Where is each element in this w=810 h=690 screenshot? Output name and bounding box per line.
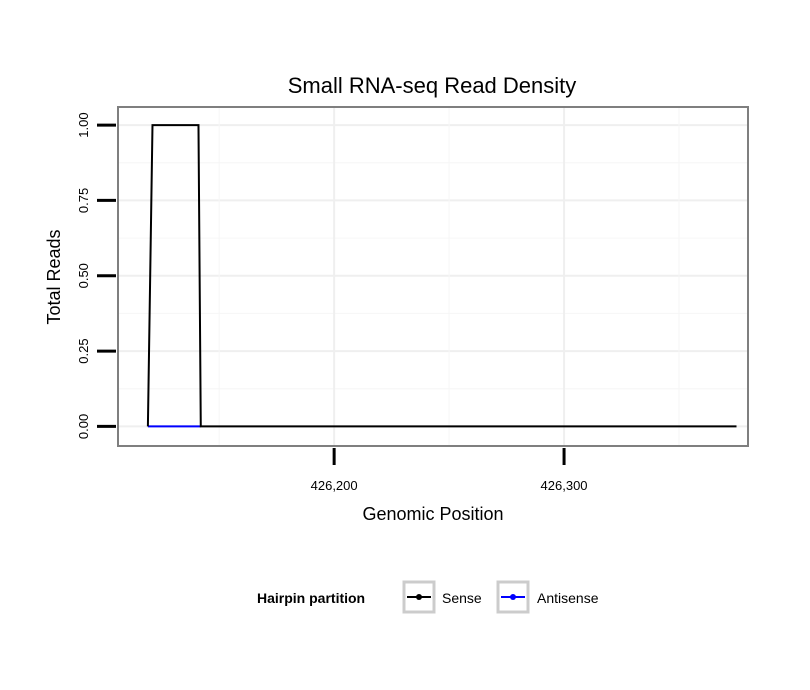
y-tick-label: 1.00 xyxy=(76,112,91,137)
y-tick-label: 0.25 xyxy=(76,338,91,363)
y-tick-label: 0.50 xyxy=(76,263,91,288)
plot-panel xyxy=(117,106,749,447)
legend-label-antisense: Antisense xyxy=(537,590,599,606)
x-axis-title: Genomic Position xyxy=(362,504,503,524)
y-tick-label: 0.00 xyxy=(76,414,91,439)
legend-label-sense: Sense xyxy=(442,590,482,606)
x-tick-label: 426,300 xyxy=(541,478,588,493)
legend-key-point-antisense xyxy=(510,594,516,600)
x-axis: 426,200 426,300 xyxy=(311,448,588,493)
legend-item-antisense[interactable]: Antisense xyxy=(496,580,599,614)
series-layer xyxy=(146,124,737,428)
grid xyxy=(118,107,748,446)
legend-key-point-sense xyxy=(416,594,422,600)
y-axis-title: Total Reads xyxy=(44,229,64,324)
x-tick-label: 426,200 xyxy=(311,478,358,493)
chart-title: Small RNA-seq Read Density xyxy=(288,73,577,98)
legend-item-sense[interactable]: Sense xyxy=(402,580,482,614)
series-line-sense xyxy=(146,124,737,428)
y-axis: 0.00 0.25 0.50 0.75 1.00 xyxy=(76,112,116,439)
legend-title: Hairpin partition xyxy=(257,590,365,606)
legend: Hairpin partition Sense Antisense xyxy=(257,580,599,614)
y-tick-label: 0.75 xyxy=(76,188,91,213)
